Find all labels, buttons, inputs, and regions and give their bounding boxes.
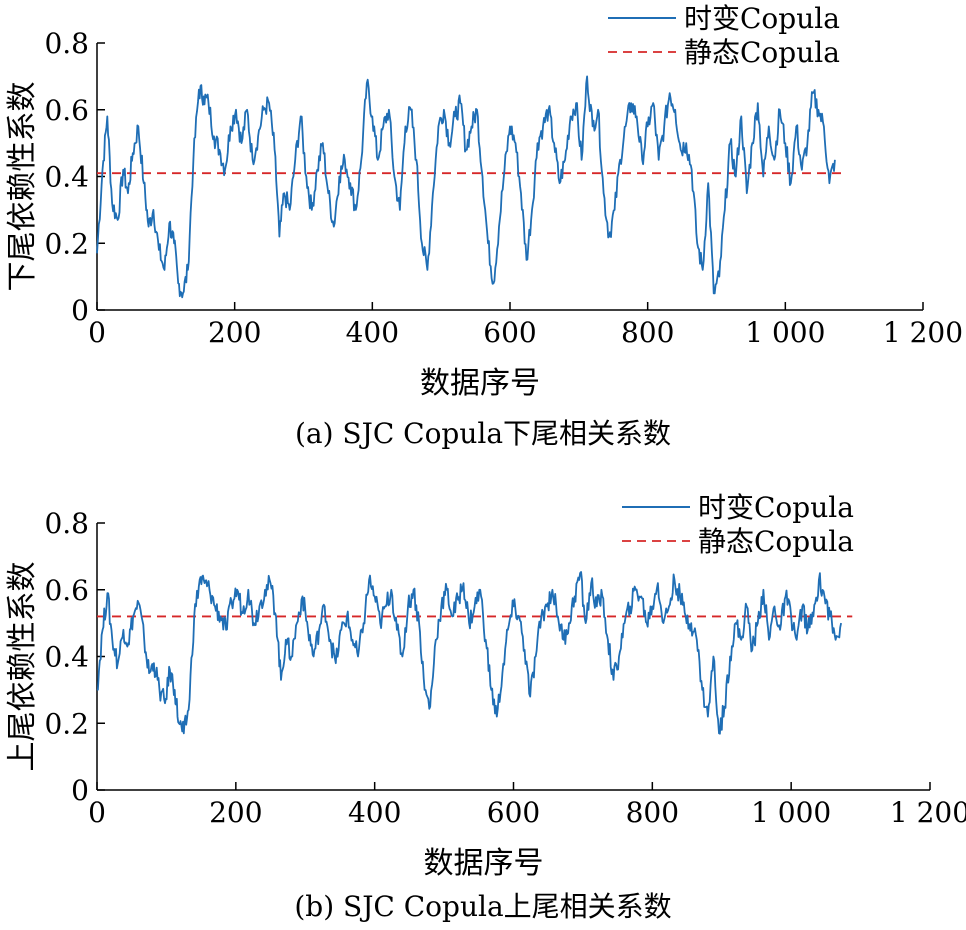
y-tick-label: 0.6	[44, 574, 89, 607]
y-axis-label: 上尾依赖性系数	[5, 562, 40, 772]
lower-tail-chart: 0 200 400 600 800 1 000 1 200 0 0.2 0.4 0.6 0.8 数据序号…	[5, 2, 963, 401]
x-tick-label: 1 200	[890, 796, 966, 829]
x-tick-label: 1 200	[883, 316, 963, 349]
x-tick-label: 0	[88, 316, 106, 349]
legend-label-static: 静态Copula	[698, 525, 854, 558]
y-axis-label: 下尾依赖性系数	[5, 82, 40, 292]
chart-caption: (b) SJC Copula上尾相关系数	[294, 890, 672, 923]
x-tick-label: 400	[346, 316, 399, 349]
x-tick-label: 0	[88, 796, 106, 829]
x-tick-label: 400	[348, 796, 401, 829]
series-group	[96, 75, 846, 299]
y-tick-label: 0.6	[44, 94, 89, 127]
y-tick-label: 0.4	[44, 641, 89, 674]
timevarying-copula-line	[96, 75, 836, 299]
legend-label-timevarying: 时变Copula	[684, 2, 840, 35]
x-axis-label: 数据序号	[424, 846, 544, 881]
chart-caption: (a) SJC Copula下尾相关系数	[294, 417, 672, 450]
y-tick-label: 0.4	[44, 161, 89, 194]
y-tick-label: 0.2	[44, 227, 89, 260]
y-tick-label: 0.2	[44, 707, 89, 740]
chart-panel-b: 0 200 400 600 800 1 000 1 200 0 0.2 0.4 0.6 0.8 数据序号…	[0, 465, 966, 930]
x-tick-label: 200	[208, 316, 261, 349]
series-group	[96, 571, 853, 735]
x-tick-label: 600	[483, 316, 536, 349]
axes: 0 200 400 600 800 1 000 1 200 0 0.2 0.4 0.6 0.8 数据序号…	[5, 27, 963, 401]
axes: 0 200 400 600 800 1 000 1 200 0 0.2 0.4 0.6 0.8 数据序号…	[5, 507, 966, 881]
timevarying-copula-line	[96, 571, 842, 735]
y-tick-label: 0	[71, 294, 89, 327]
y-tick-label: 0	[71, 774, 89, 807]
x-tick-label: 1 000	[745, 316, 825, 349]
x-tick-label: 800	[626, 796, 679, 829]
x-tick-label: 200	[209, 796, 262, 829]
legend-label-timevarying: 时变Copula	[698, 491, 854, 524]
y-tick-label: 0.8	[44, 27, 89, 60]
x-tick-label: 600	[487, 796, 540, 829]
y-tick-label: 0.8	[44, 507, 89, 540]
x-axis-label: 数据序号	[420, 366, 540, 401]
chart-panel-a: 0 200 400 600 800 1 000 1 200 0 0.2 0.4 0.6 0.8 数据序号…	[5, 2, 963, 450]
upper-tail-chart: 0 200 400 600 800 1 000 1 200 0 0.2 0.4 0.6 0.8 数据序号…	[5, 491, 966, 881]
x-tick-label: 1 000	[751, 796, 831, 829]
x-tick-label: 800	[621, 316, 674, 349]
legend-label-static: 静态Copula	[684, 36, 840, 69]
